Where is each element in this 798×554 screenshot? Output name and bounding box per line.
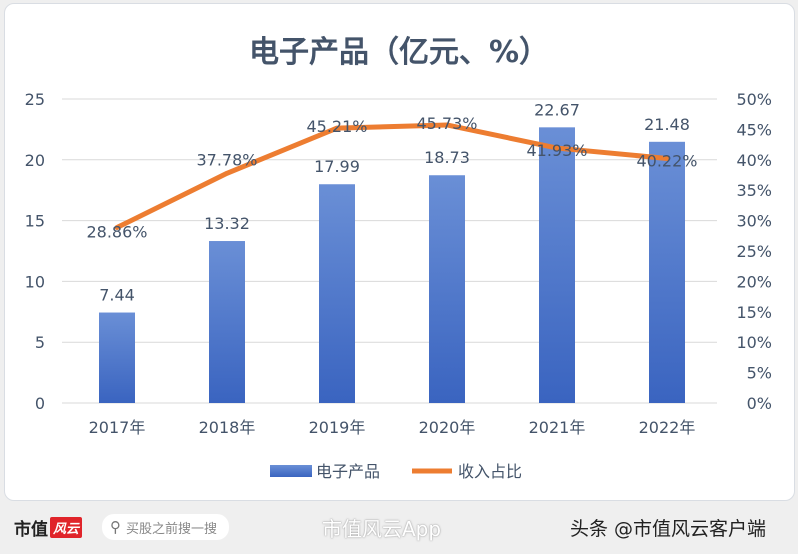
logo-badge: 风云 [50, 516, 83, 538]
y-left-tick: 5 [35, 333, 45, 352]
bar [429, 175, 465, 403]
y-left-tick: 20 [25, 151, 45, 170]
y-right-tick: 20% [736, 272, 772, 291]
legend-bar-label: 电子产品 [316, 462, 380, 481]
y-left-tick: 10 [25, 272, 45, 291]
bar-label: 17.99 [314, 157, 360, 176]
line-label: 28.86% [86, 223, 147, 242]
toutiao-text: 头条 @市值风云客户端 [570, 517, 767, 540]
x-tick: 2021年 [529, 418, 586, 437]
toutiao-credit: 头条 @市值风云客户端 [570, 512, 766, 542]
line-point [445, 122, 449, 127]
search-box[interactable]: ⚲ 买股之前搜一搜 [102, 514, 230, 540]
x-tick: 2019年 [309, 418, 366, 437]
line-label: 45.73% [416, 114, 477, 133]
bar [649, 141, 685, 403]
bar-label: 7.44 [99, 286, 135, 305]
line-point [555, 146, 559, 151]
search-icon: ⚲ [110, 518, 121, 536]
line-series [114, 122, 670, 231]
y-right-tick: 40% [736, 151, 772, 170]
x-tick: 2022年 [639, 418, 696, 437]
bar-label: 18.73 [424, 148, 470, 167]
bar [539, 127, 575, 404]
line-label: 40.22% [636, 151, 697, 170]
brand-logo: 市值 风云 [14, 512, 83, 542]
line-point [115, 225, 119, 230]
y-left-tick: 0 [35, 394, 45, 413]
line-point [335, 126, 339, 131]
x-tick: 2020年 [419, 418, 476, 437]
weibo-text: 市值风云App [322, 516, 442, 541]
line-label: 41.93% [526, 141, 587, 160]
line-label: 45.21% [306, 117, 367, 136]
y-right-tick: 35% [736, 181, 772, 200]
x-tick: 2017年 [89, 418, 146, 437]
bar-label: 22.67 [534, 100, 580, 119]
bar-label: 21.48 [644, 115, 690, 134]
y-right-tick: 50% [736, 90, 772, 109]
x-tick: 2018年 [199, 418, 256, 437]
bar [99, 312, 135, 403]
legend-line-label: 收入占比 [458, 462, 522, 481]
y-right-tick: 0% [747, 394, 772, 413]
line-label: 37.78% [196, 150, 257, 169]
y-right-tick: 15% [736, 303, 772, 322]
legend-bar-swatch [270, 465, 312, 477]
chart-title: 电子产品（亿元、%） [249, 35, 549, 70]
line-point [665, 156, 669, 161]
line-point [225, 171, 229, 176]
bar-label: 13.32 [204, 214, 250, 233]
weibo-watermark: 市值风云App [322, 512, 441, 542]
y-right-tick: 30% [736, 212, 772, 231]
y-right-tick: 25% [736, 242, 772, 261]
logo-text: 市值 [14, 519, 48, 540]
y-left-tick: 25 [25, 90, 45, 109]
y-right-tick: 45% [736, 120, 772, 139]
y-right-tick: 5% [747, 364, 772, 383]
y-left-tick: 15 [25, 212, 45, 231]
bar [319, 184, 355, 403]
search-placeholder: 买股之前搜一搜 [126, 521, 218, 537]
y-right-tick: 10% [736, 333, 772, 352]
bar [209, 241, 245, 403]
